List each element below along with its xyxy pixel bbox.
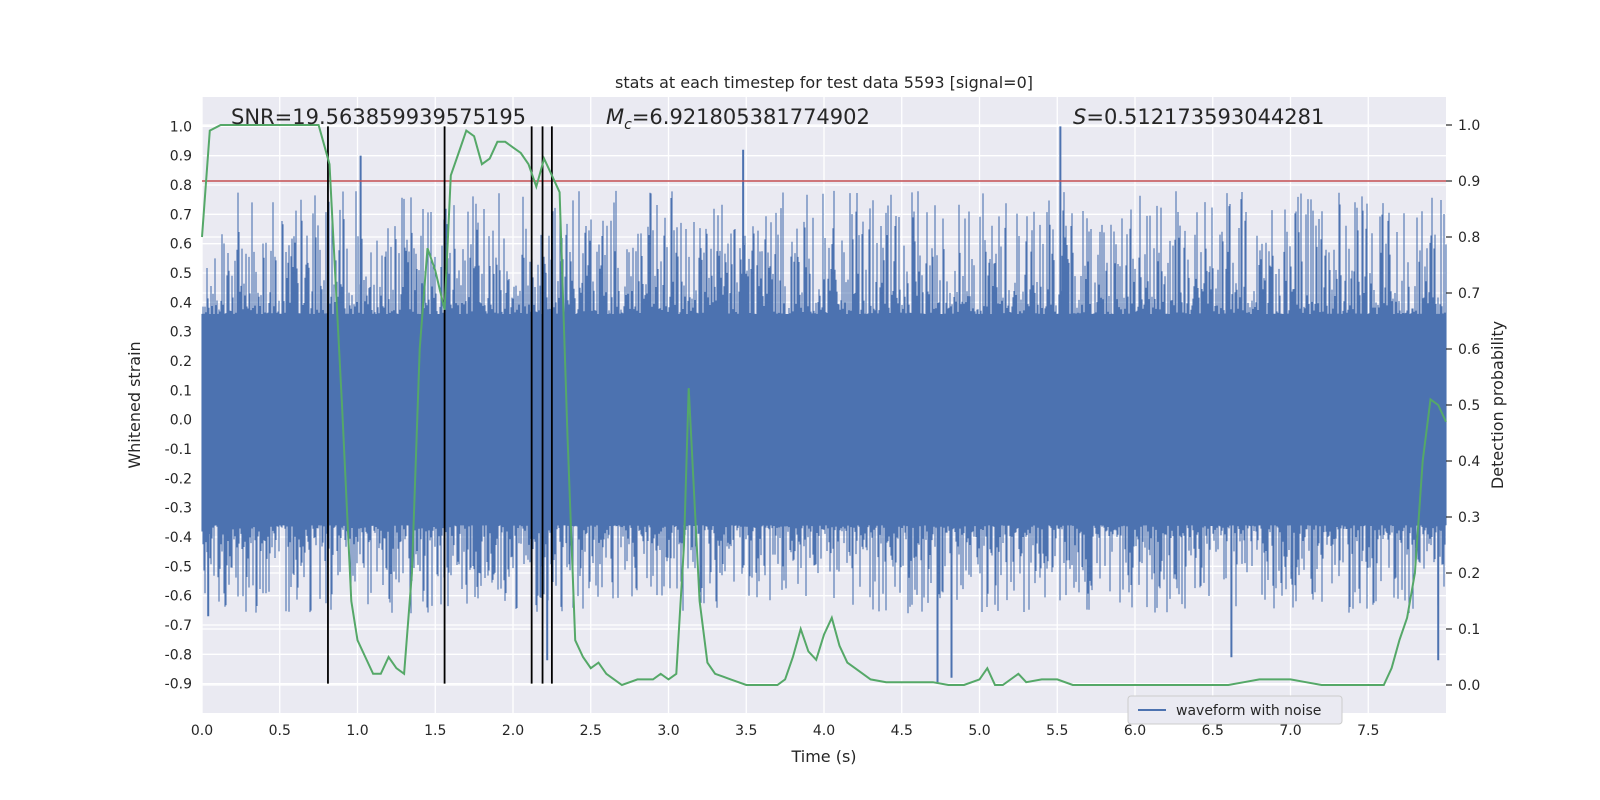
y-tick-label-left: -0.5 — [165, 559, 192, 575]
x-tick-label: 3.0 — [657, 723, 679, 739]
x-tick-label: 2.0 — [502, 723, 524, 739]
legend: waveform with noise — [1127, 695, 1343, 725]
x-tick-label: 7.5 — [1357, 723, 1379, 739]
y-tick-label-right: 0.6 — [1458, 342, 1480, 358]
x-tick-label: 3.5 — [735, 723, 757, 739]
chart-title: stats at each timestep for test data 559… — [615, 73, 1033, 92]
y-tick-label-left: 0.1 — [170, 383, 192, 399]
chirp-mass-subscript: c — [624, 117, 632, 133]
y-tick-label-left: 0.5 — [170, 266, 192, 282]
y-tick-label-left: -0.4 — [165, 530, 192, 546]
y-tick-label-left: -0.2 — [165, 471, 192, 487]
y-tick-label-right: 1.0 — [1458, 118, 1480, 134]
y-tick-label-left: 0.3 — [170, 325, 192, 341]
chirp-mass-annotation: Mc=6.921805381774902 — [606, 105, 870, 133]
detection-probability-series — [201, 124, 1447, 687]
y-tick-label-left: 0.8 — [170, 178, 192, 194]
y-axis-label-left: Whitened strain — [125, 341, 144, 468]
y-tick-label-left: -0.8 — [165, 647, 192, 663]
y-tick-label-right: 0.1 — [1458, 622, 1480, 638]
waveform-noise-strokes — [201, 190, 1447, 614]
y-tick-label-left: 0.4 — [170, 295, 192, 311]
x-tick-label: 0.5 — [269, 723, 291, 739]
x-axis-label: Time (s) — [790, 747, 856, 766]
x-tick-label: 0.0 — [191, 723, 213, 739]
y-tick-label-left: -0.1 — [165, 442, 192, 458]
y-tick-label-left: -0.3 — [165, 501, 192, 517]
legend-box — [1127, 695, 1343, 725]
y-tick-label-left: -0.9 — [165, 677, 192, 693]
x-tick-label: 4.5 — [891, 723, 913, 739]
y-tick-label-right: 0.5 — [1458, 398, 1480, 414]
x-tick-label: 1.0 — [346, 723, 368, 739]
axis-ticks: 0.0 0.5 1.0 1.5 2.0 2.5 3.0 3.5 4.0 4.5 5.0 5.5 6.0 6… — [165, 118, 1481, 739]
x-tick-label: 5.5 — [1046, 723, 1068, 739]
y-tick-label-right: 0.2 — [1458, 566, 1480, 582]
y-tick-label-right: 0.9 — [1458, 174, 1480, 190]
x-tick-label: 1.5 — [424, 723, 446, 739]
x-tick-label: 7.0 — [1279, 723, 1301, 739]
legend-label-waveform: waveform with noise — [1176, 703, 1321, 719]
y-tick-label-right: 0.3 — [1458, 510, 1480, 526]
y-axis-label-right: Detection probability — [1488, 321, 1507, 489]
x-tick-label: 5.0 — [968, 723, 990, 739]
y-tick-label-left: 0.6 — [170, 237, 192, 253]
y-tick-label-left: -0.7 — [165, 618, 192, 634]
x-tick-label: 2.5 — [580, 723, 602, 739]
x-tick-label: 6.5 — [1202, 723, 1224, 739]
score-symbol: S — [1073, 105, 1086, 129]
y-tick-label-right: 0.4 — [1458, 454, 1480, 470]
vertical-markers — [327, 126, 553, 684]
x-tick-label: 6.0 — [1124, 723, 1146, 739]
y-tick-label-left: -0.6 — [165, 589, 192, 605]
y-tick-label-left: 0.7 — [170, 207, 192, 223]
y-tick-label-left: 0.0 — [170, 413, 192, 429]
score-annotation: S=0.512173593044281 — [1073, 105, 1324, 129]
chirp-mass-value: =6.921805381774902 — [632, 105, 870, 129]
y-tick-label-left: 0.9 — [170, 149, 192, 165]
y-tick-label-right: 0.7 — [1458, 286, 1480, 302]
snr-annotation: SNR=19.563859939575195 — [231, 105, 526, 129]
y-tick-label-right: 0.8 — [1458, 230, 1480, 246]
y-tick-label-left: 0.2 — [170, 354, 192, 370]
waveform-with-noise-series — [201, 126, 1447, 684]
x-tick-label: 4.0 — [813, 723, 835, 739]
score-value: =0.512173593044281 — [1086, 105, 1324, 129]
y-tick-label-left: 1.0 — [170, 119, 192, 135]
y-tick-label-right: 0.0 — [1458, 678, 1480, 694]
chirp-mass-symbol: M — [606, 105, 624, 129]
